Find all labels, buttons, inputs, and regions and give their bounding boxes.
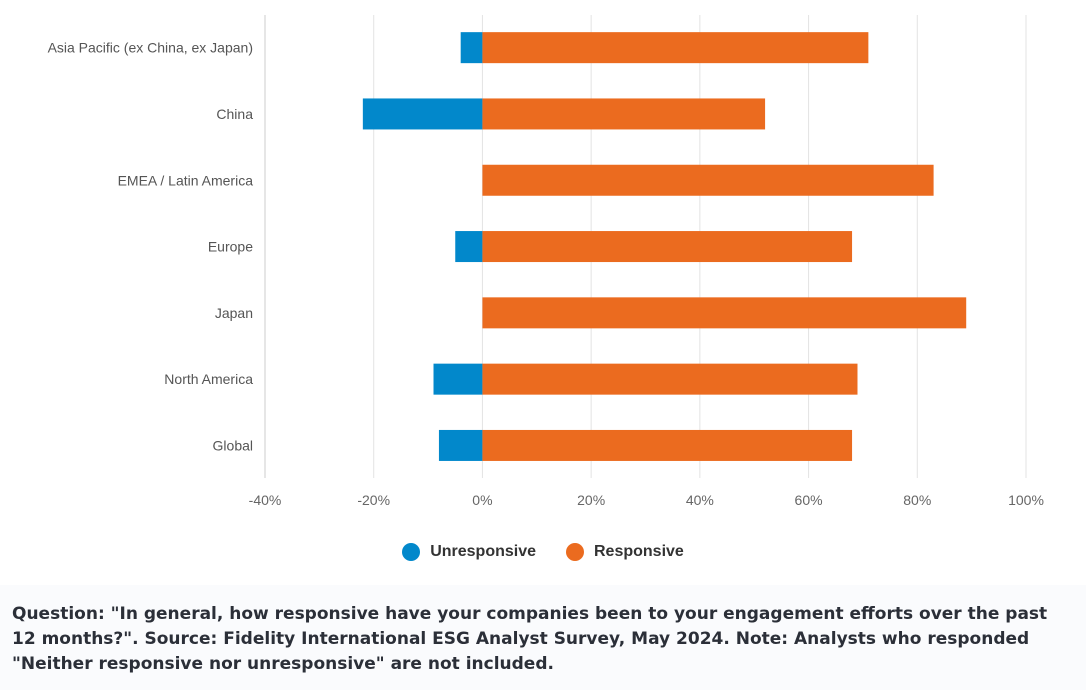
chart-legend: Unresponsive Responsive bbox=[0, 540, 1086, 564]
bar-responsive bbox=[482, 231, 853, 263]
x-tick-label: 80% bbox=[903, 492, 931, 508]
legend-swatch-unresponsive bbox=[402, 543, 421, 561]
x-tick-label: 40% bbox=[686, 492, 714, 508]
bar-unresponsive bbox=[433, 363, 483, 395]
legend-label-responsive: Responsive bbox=[594, 543, 684, 560]
category-label: Global bbox=[213, 437, 253, 453]
category-label: North America bbox=[164, 371, 253, 387]
x-tick-label: 0% bbox=[472, 492, 492, 508]
category-label: China bbox=[216, 106, 253, 122]
category-label: Asia Pacific (ex China, ex Japan) bbox=[48, 40, 253, 56]
x-tick-label: 60% bbox=[795, 492, 823, 508]
category-label: Japan bbox=[215, 305, 253, 321]
bar-chart: -40% -20% 0% 20% 40% 60% 80% 100% Asia Pacific (… bbox=[48, 15, 1044, 508]
bar-unresponsive bbox=[362, 98, 483, 130]
legend-swatch-responsive bbox=[566, 543, 584, 561]
x-tick-label: 100% bbox=[1008, 492, 1044, 508]
legend-item-responsive[interactable]: Responsive bbox=[566, 543, 684, 561]
bar-responsive bbox=[482, 363, 858, 395]
chart-footnote-panel: Question: "In general, how responsive ha… bbox=[0, 585, 1086, 690]
category-label: EMEA / Latin America bbox=[118, 172, 254, 188]
bar-responsive bbox=[482, 98, 766, 130]
legend-label-unresponsive: Unresponsive bbox=[430, 543, 536, 560]
chart-footnote: Question: "In general, how responsive ha… bbox=[12, 604, 1048, 674]
x-tick-label: 20% bbox=[577, 492, 605, 508]
x-tick-label: -20% bbox=[357, 492, 390, 508]
category-label: Europe bbox=[208, 239, 253, 255]
bar-responsive bbox=[482, 429, 853, 461]
bar-responsive bbox=[482, 164, 934, 196]
bar-unresponsive bbox=[455, 231, 483, 263]
legend-item-unresponsive[interactable]: Unresponsive bbox=[402, 543, 536, 561]
bar-responsive bbox=[482, 297, 967, 329]
bar-unresponsive bbox=[438, 429, 483, 461]
bar-responsive bbox=[482, 32, 869, 64]
x-tick-label: -40% bbox=[249, 492, 282, 508]
bar-unresponsive bbox=[460, 32, 483, 64]
